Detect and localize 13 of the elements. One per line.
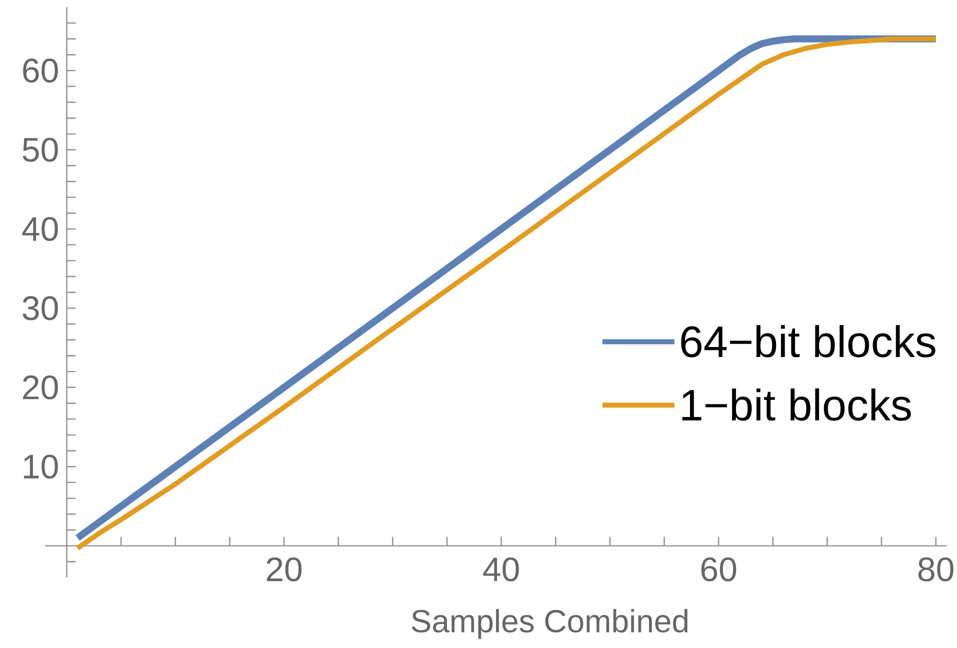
y-tick-label: 60 <box>23 58 58 83</box>
x-tick-label: 20 <box>266 557 302 582</box>
x-tick-label: 80 <box>918 557 954 582</box>
x-tick-label: 40 <box>483 557 519 582</box>
legend-label: 1−bit blocks <box>682 388 911 421</box>
y-tick-label: 30 <box>22 296 58 320</box>
legend-label: 64−bit blocks <box>681 325 936 358</box>
y-tick-label: 40 <box>22 216 58 242</box>
y-tick-label: 10 <box>24 454 58 479</box>
y-tick-label: 50 <box>22 138 58 162</box>
x-tick-label: 60 <box>701 557 736 582</box>
x-axis-title: Samples Combined <box>412 609 688 639</box>
y-tick-label: 20 <box>23 375 58 400</box>
